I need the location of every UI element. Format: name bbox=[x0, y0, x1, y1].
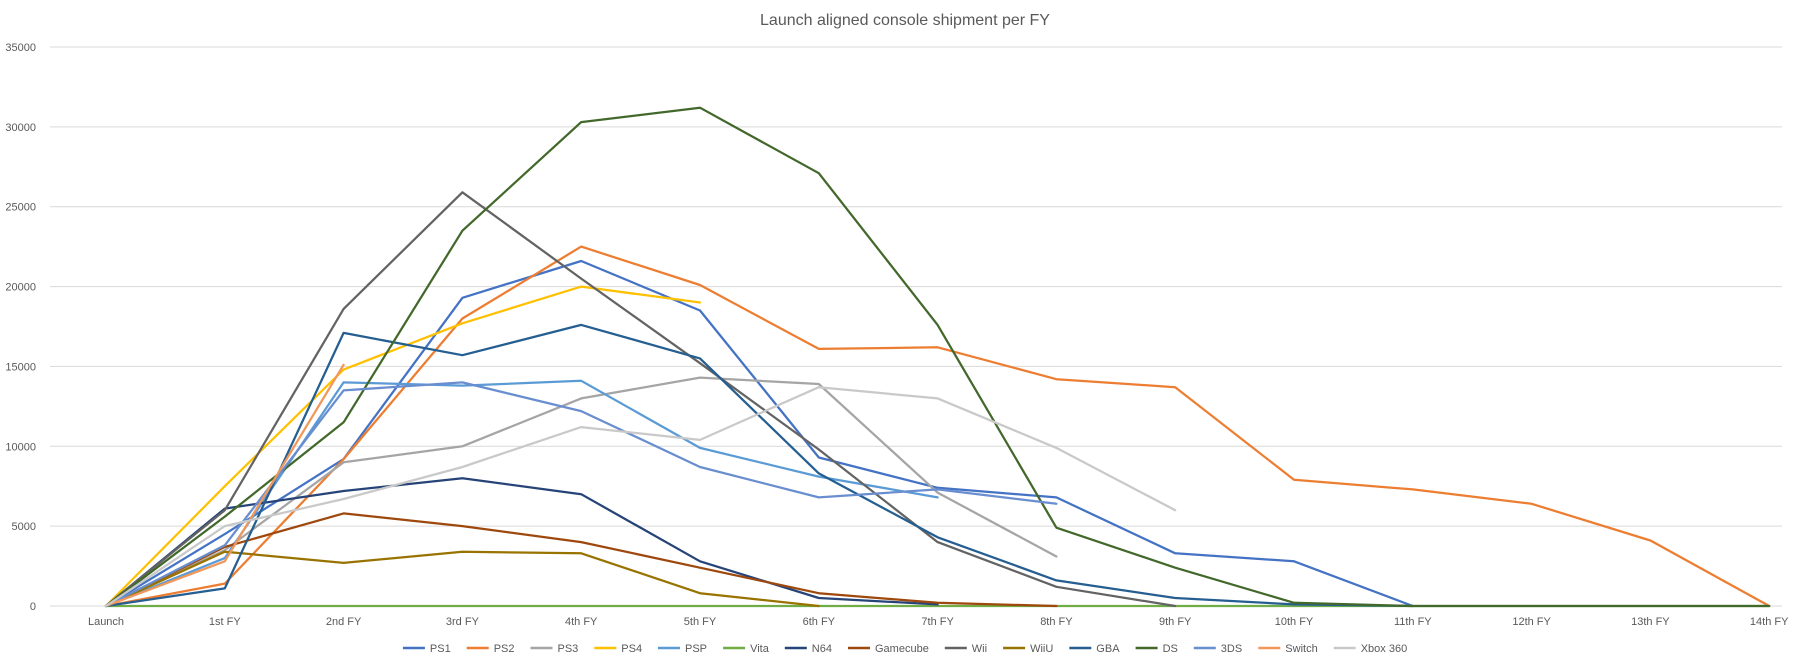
legend-item: Vita bbox=[723, 643, 770, 655]
x-tick-label: 12th FY bbox=[1512, 616, 1551, 628]
series-line bbox=[104, 376, 1058, 608]
x-axis: Launch 1st FY 2nd FY 3rd FY 4th FY 5th FY 6th … bbox=[50, 605, 1789, 628]
legend-label: N64 bbox=[812, 643, 832, 655]
legend-item: Xbox 360 bbox=[1333, 643, 1407, 655]
legend-item: Gamecube bbox=[848, 643, 929, 655]
legend: PS1 PS2 PS3 PS4 PSP Vita N64 Gamecube Wii WiiU GBA… bbox=[402, 643, 1407, 655]
legend-item: WiiU bbox=[1003, 643, 1053, 655]
legend-label: Wii bbox=[972, 643, 987, 655]
y-tick-label: 35000 bbox=[5, 42, 36, 54]
legend-label: WiiU bbox=[1030, 643, 1053, 655]
y-tick-label: 10000 bbox=[5, 441, 36, 453]
legend-label: PS1 bbox=[430, 643, 451, 655]
legend-item: GBA bbox=[1069, 643, 1120, 655]
series-ps2 bbox=[104, 245, 1771, 608]
legend-label: PS4 bbox=[621, 643, 642, 655]
legend-label: DS bbox=[1163, 643, 1178, 655]
legend-item: 3DS bbox=[1193, 643, 1242, 655]
series-line bbox=[104, 477, 939, 608]
series-line bbox=[104, 259, 1414, 608]
x-tick-label: 6th FY bbox=[803, 616, 836, 628]
x-tick-label: Launch bbox=[88, 616, 124, 628]
y-tick-label: 20000 bbox=[5, 282, 36, 294]
series-line bbox=[104, 323, 1414, 608]
legend-label: Gamecube bbox=[875, 643, 929, 655]
series-wiiu bbox=[104, 550, 820, 608]
legend-label: PS2 bbox=[494, 643, 515, 655]
x-tick-label: 7th FY bbox=[921, 616, 954, 628]
legend-item: DS bbox=[1135, 643, 1178, 655]
x-tick-label: 3rd FY bbox=[446, 616, 480, 628]
y-tick-label: 0 bbox=[30, 601, 36, 613]
legend-item: PS2 bbox=[466, 643, 515, 655]
legend-label: 3DS bbox=[1221, 643, 1242, 655]
x-tick-label: 13th FY bbox=[1631, 616, 1670, 628]
legend-item: N64 bbox=[784, 643, 832, 655]
legend-label: Xbox 360 bbox=[1361, 643, 1407, 655]
legend-label: Vita bbox=[750, 643, 770, 655]
legend-item: PS3 bbox=[530, 643, 579, 655]
x-tick-label: 5th FY bbox=[684, 616, 717, 628]
y-tick-label: 30000 bbox=[5, 122, 36, 134]
legend-item: PSP bbox=[658, 643, 707, 655]
x-tick-label: 9th FY bbox=[1159, 616, 1192, 628]
legend-label: PSP bbox=[685, 643, 707, 655]
series-line bbox=[104, 512, 1058, 608]
x-tick-label: 1st FY bbox=[209, 616, 241, 628]
x-tick-label: 2nd FY bbox=[326, 616, 362, 628]
legend-item: Wii bbox=[944, 643, 987, 655]
legend-item: PS4 bbox=[594, 643, 642, 655]
series-line bbox=[104, 245, 1771, 608]
legend-item: Switch bbox=[1258, 643, 1318, 655]
y-tick-label: 15000 bbox=[5, 361, 36, 373]
x-tick-label: 10th FY bbox=[1275, 616, 1314, 628]
y-axis: 0 5000 10000 15000 20000 25000 30000 35000 bbox=[5, 42, 36, 613]
legend-item: PS1 bbox=[402, 643, 451, 655]
y-tick-label: 25000 bbox=[5, 202, 36, 214]
legend-label: GBA bbox=[1096, 643, 1120, 655]
series-ps3 bbox=[104, 376, 1058, 608]
gridlines bbox=[50, 46, 1782, 527]
chart-title: Launch aligned console shipment per FY bbox=[760, 12, 1050, 29]
plot-area bbox=[104, 106, 1771, 608]
y-tick-label: 5000 bbox=[12, 521, 36, 533]
legend-label: PS3 bbox=[558, 643, 579, 655]
series-line bbox=[104, 363, 345, 608]
legend-label: Switch bbox=[1285, 643, 1317, 655]
series-line bbox=[104, 285, 702, 608]
x-tick-label: 8th FY bbox=[1040, 616, 1073, 628]
x-tick-label: 14th FY bbox=[1750, 616, 1789, 628]
series-xbox-360 bbox=[104, 386, 1177, 608]
x-tick-label: 11th FY bbox=[1394, 616, 1432, 628]
series-line bbox=[104, 191, 1177, 608]
x-tick-label: 4th FY bbox=[565, 616, 598, 628]
series-line bbox=[104, 386, 1177, 608]
